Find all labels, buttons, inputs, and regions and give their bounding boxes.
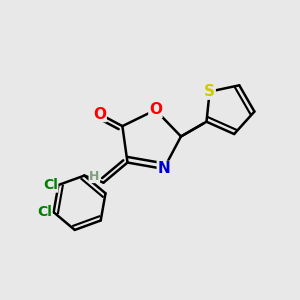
Text: Cl: Cl: [43, 178, 58, 192]
Text: Cl: Cl: [37, 205, 52, 219]
Text: S: S: [204, 84, 215, 99]
Text: O: O: [93, 106, 106, 122]
Text: O: O: [149, 103, 162, 118]
Text: N: N: [157, 161, 170, 176]
Text: H: H: [89, 169, 100, 182]
